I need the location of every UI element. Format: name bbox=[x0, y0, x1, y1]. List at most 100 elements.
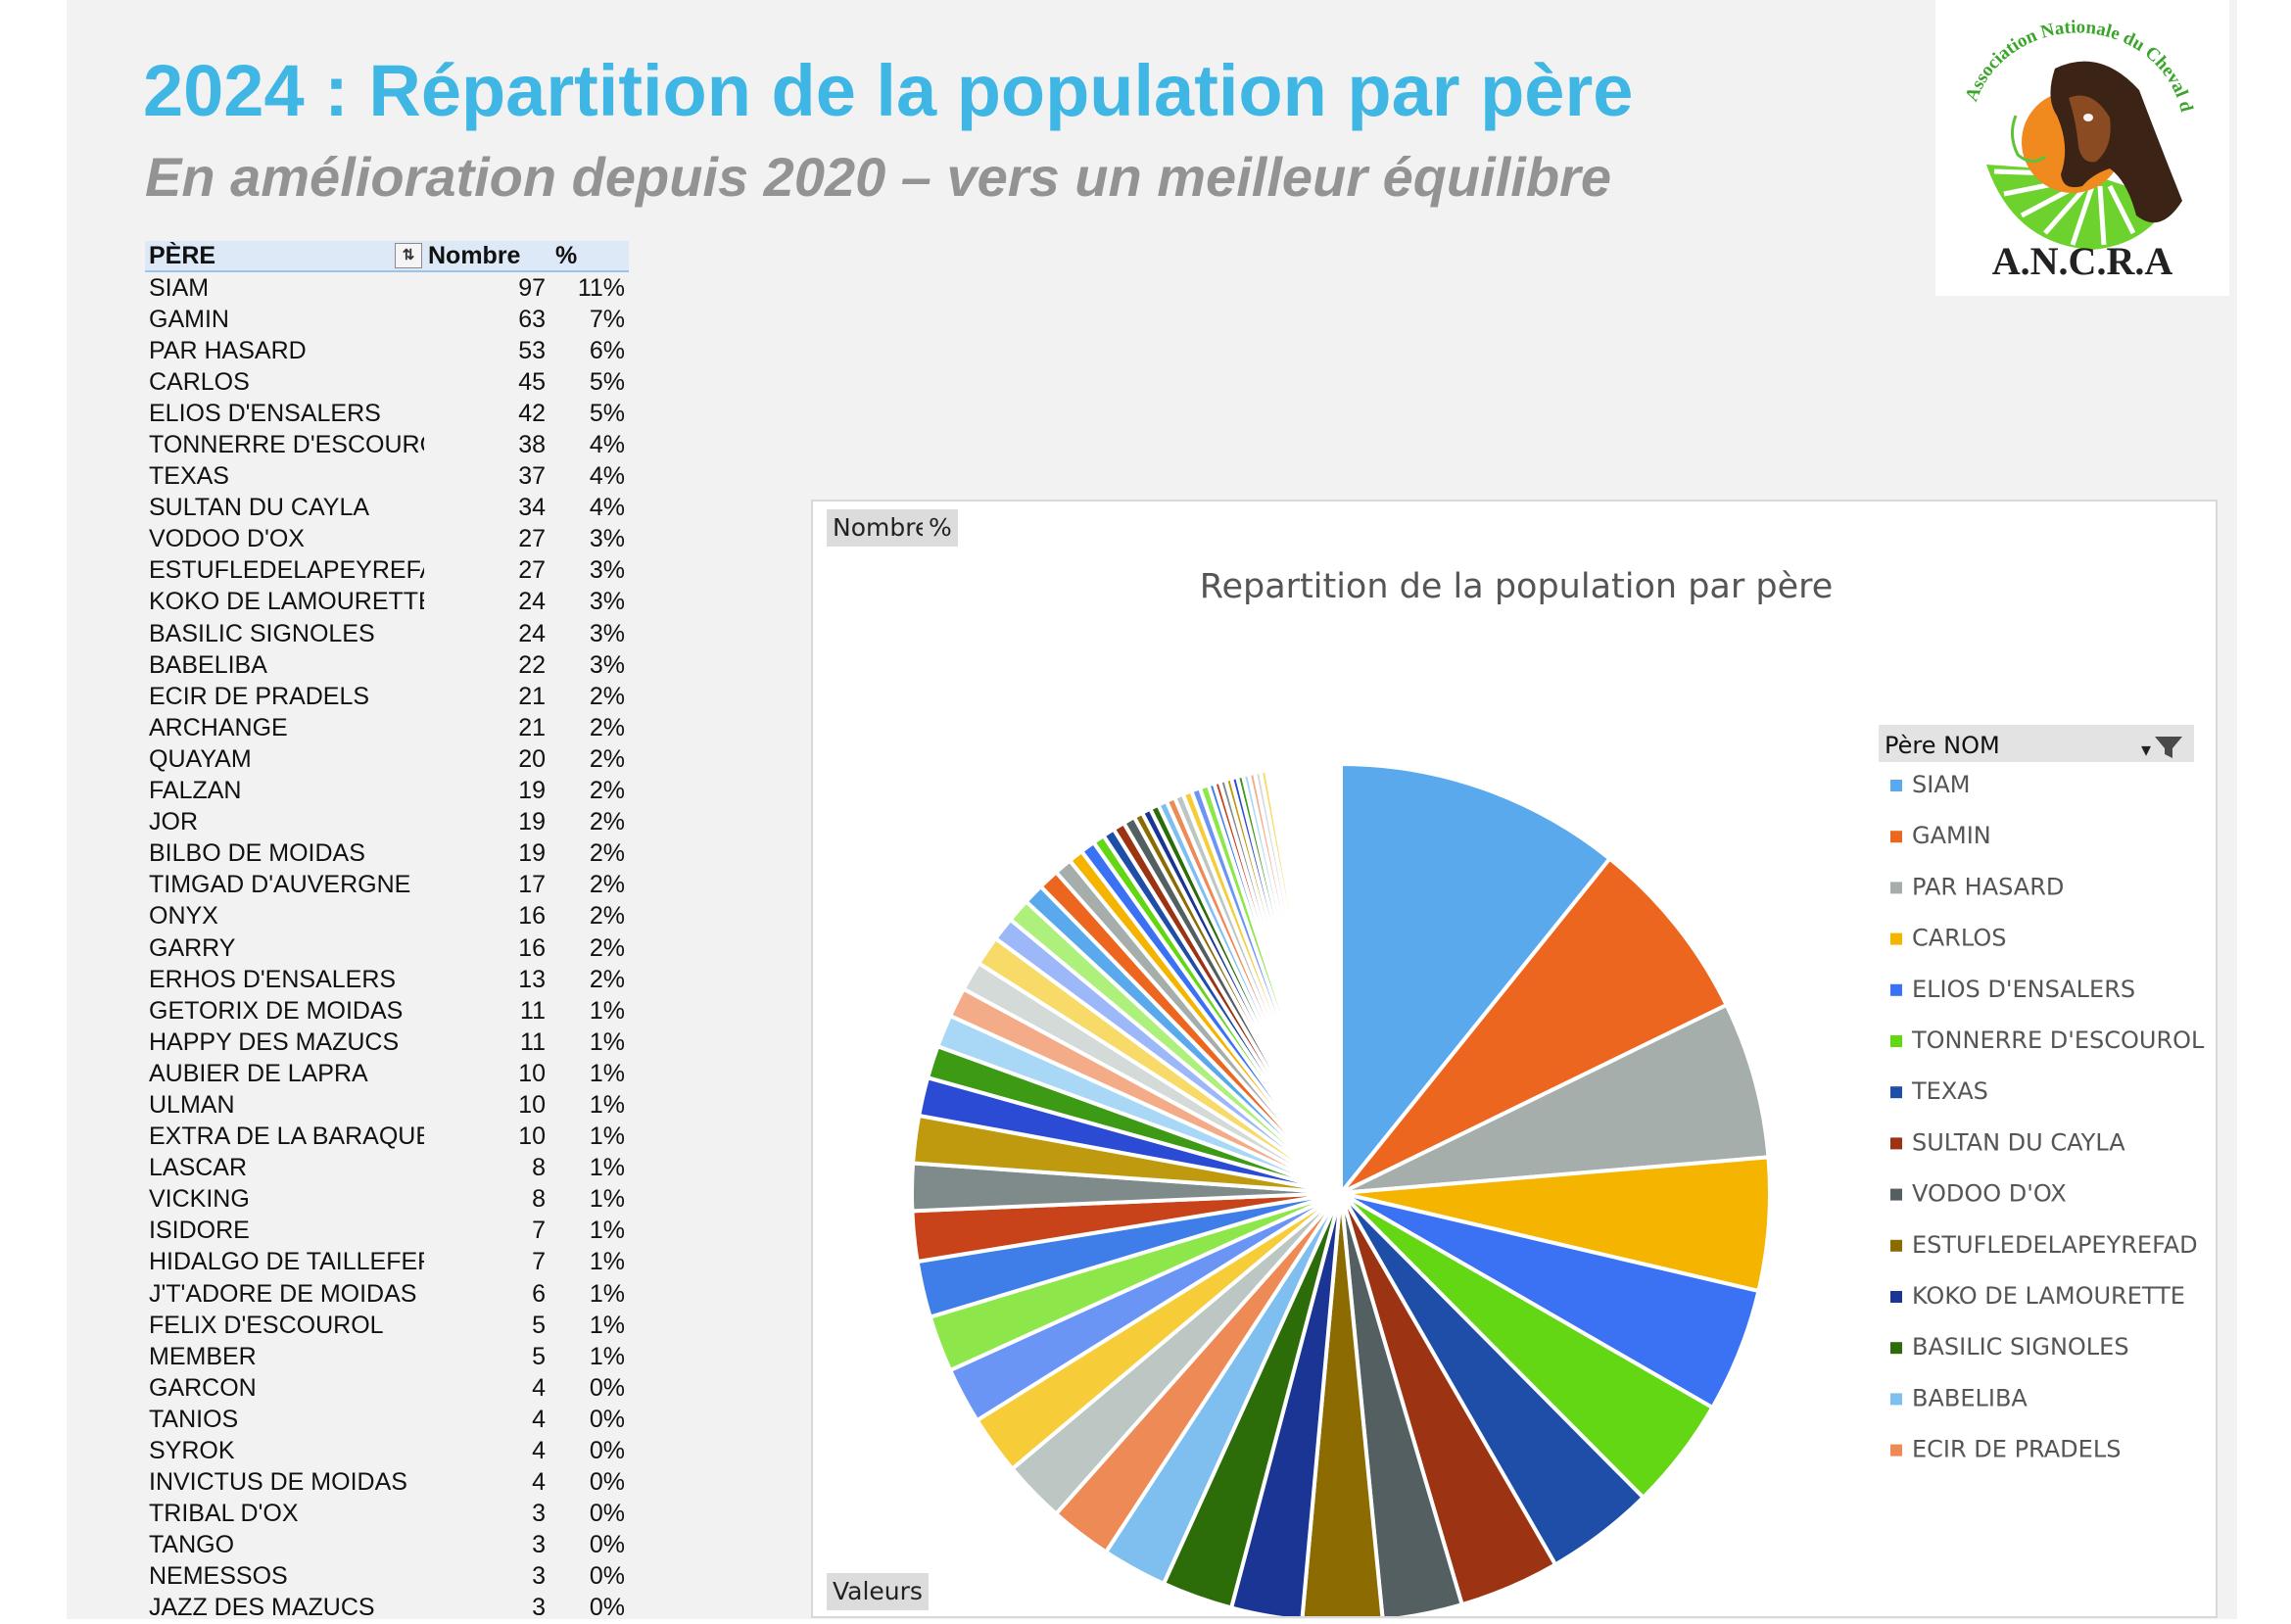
legend-entry[interactable]: CARLOS bbox=[1912, 925, 2007, 952]
pivot-row: SYROK 4 0% bbox=[145, 1435, 629, 1466]
pivot-cell-pct: 0% bbox=[589, 1373, 625, 1402]
sort-filter-icon[interactable]: ⇅ bbox=[395, 242, 422, 268]
pivot-cell-pere: GETORIX DE MOIDAS bbox=[149, 996, 404, 1025]
pivot-cell-pct: 1% bbox=[589, 1217, 625, 1245]
pivot-row: VODOO D'OX 27 3% bbox=[145, 524, 629, 555]
legend-entry[interactable]: KOKO DE LAMOURETTE bbox=[1912, 1282, 2185, 1310]
pivot-cell-nombre: 24 bbox=[518, 619, 546, 647]
field-button-nombre[interactable]: Nombre bbox=[827, 509, 936, 547]
pivot-cell-nombre: 3 bbox=[532, 1500, 546, 1528]
pivot-cell-pere: INVICTUS DE MOIDAS bbox=[149, 1468, 407, 1497]
legend-entry[interactable]: SULTAN DU CAYLA bbox=[1912, 1128, 2125, 1156]
pivot-row: GARCON 4 0% bbox=[145, 1372, 629, 1404]
legend-swatch bbox=[1890, 780, 1902, 791]
pivot-cell-nombre: 13 bbox=[518, 965, 546, 993]
pivot-row: ONYX 16 2% bbox=[145, 901, 629, 932]
pivot-cell-pere: ONYX bbox=[149, 902, 218, 931]
pivot-cell-nombre: 38 bbox=[518, 431, 546, 459]
pivot-row: CARLOS 45 5% bbox=[145, 366, 629, 398]
field-button-valeurs[interactable]: Valeurs bbox=[827, 1573, 929, 1610]
pie-slice[interactable] bbox=[1339, 855, 1730, 1195]
legend-entry[interactable]: PAR HASARD bbox=[1912, 873, 2064, 900]
legend-entry[interactable]: ESTUFLEDELAPEYREFAD bbox=[1912, 1231, 2198, 1259]
legend-entry[interactable]: ECIR DE PRADELS bbox=[1912, 1436, 2121, 1463]
pivot-row: QUAYAM 20 2% bbox=[145, 743, 629, 775]
pivot-cell-nombre: 53 bbox=[518, 336, 546, 364]
pie-slice[interactable] bbox=[1300, 1192, 1385, 1616]
pivot-cell-pct: 1% bbox=[589, 1342, 625, 1370]
pivot-col-nombre: Nombre bbox=[428, 241, 521, 269]
pivot-cell-pct: 5% bbox=[589, 367, 625, 396]
pivot-row: KOKO DE LAMOURETTE 24 3% bbox=[145, 587, 629, 618]
pivot-cell-pct: 4% bbox=[589, 494, 625, 522]
pivot-cell-pct: 2% bbox=[589, 839, 625, 868]
pie-slice[interactable] bbox=[1335, 761, 1343, 1194]
pivot-row: TRIBAL D'OX 3 0% bbox=[145, 1499, 629, 1530]
pivot-cell-nombre: 8 bbox=[532, 1185, 546, 1214]
pivot-row: GETORIX DE MOIDAS 11 1% bbox=[145, 995, 629, 1027]
pie-slice[interactable] bbox=[1340, 1002, 1771, 1195]
pivot-cell-pere: TANIOS bbox=[149, 1405, 239, 1433]
legend-entry[interactable]: SIAM bbox=[1912, 771, 1970, 798]
pivot-cell-nombre: 45 bbox=[518, 367, 546, 396]
pivot-cell-pct: 2% bbox=[589, 713, 625, 741]
pivot-cell-nombre: 22 bbox=[518, 650, 546, 679]
pivot-row: MEMBER 5 1% bbox=[145, 1341, 629, 1372]
pivot-cell-pere: ULMAN bbox=[149, 1090, 235, 1119]
chart-title: Repartition de la population par père bbox=[1200, 567, 1834, 606]
pivot-cell-pere: PAR HASARD bbox=[149, 336, 307, 364]
pivot-cell-pct: 0% bbox=[589, 1594, 625, 1622]
pivot-cell-pere: ECIR DE PRADELS bbox=[149, 682, 370, 710]
pivot-cell-pct: 0% bbox=[589, 1562, 625, 1591]
pie-slice[interactable] bbox=[1339, 1192, 1465, 1616]
legend-swatch bbox=[1890, 1291, 1902, 1303]
pivot-cell-pct: 7% bbox=[589, 305, 625, 333]
legend-entry[interactable]: GAMIN bbox=[1912, 822, 1991, 849]
pivot-cell-pere: ESTUFLEDELAPEYREFAD bbox=[149, 556, 424, 585]
pivot-cell-pere: ERHOS D'ENSALERS bbox=[149, 965, 397, 993]
legend-filter-icon[interactable]: ▾ bbox=[2141, 737, 2182, 761]
legend-entry[interactable]: TEXAS bbox=[1911, 1077, 1988, 1105]
legend-entry[interactable]: BASILIC SIGNOLES bbox=[1912, 1333, 2129, 1361]
pivot-row: ESTUFLEDELAPEYREFAD 27 3% bbox=[145, 555, 629, 587]
pivot-cell-pct: 2% bbox=[589, 744, 625, 773]
field-button-pct[interactable]: % bbox=[923, 509, 958, 547]
pivot-cell-pere: LASCAR bbox=[149, 1154, 248, 1182]
legend-entry[interactable]: ELIOS D'ENSALERS bbox=[1912, 976, 2135, 1003]
legend-entry[interactable]: VODOO D'OX bbox=[1912, 1180, 2067, 1208]
pivot-row: FALZAN 19 2% bbox=[145, 776, 629, 807]
pivot-cell-pere: ELIOS D'ENSALERS bbox=[149, 399, 381, 427]
pivot-cell-pere: TANGO bbox=[149, 1531, 235, 1559]
pivot-cell-pct: 1% bbox=[589, 1122, 625, 1151]
pivot-cell-nombre: 10 bbox=[518, 1059, 546, 1087]
pie-slice[interactable] bbox=[1339, 761, 1613, 1199]
pivot-row: EXTRA DE LA BARAQUE 10 1% bbox=[145, 1122, 629, 1153]
pivot-cell-pere: GAMIN bbox=[149, 305, 229, 333]
pivot-cell-pere: MEMBER bbox=[149, 1342, 257, 1370]
pivot-cell-nombre: 7 bbox=[532, 1248, 546, 1276]
pivot-row: JOR 19 2% bbox=[145, 807, 629, 838]
legend-entry[interactable]: TONNERRE D'ESCOUROL bbox=[1911, 1027, 2205, 1054]
pivot-cell-pere: J'T'ADORE DE MOIDAS bbox=[149, 1279, 417, 1308]
legend-entry[interactable]: BABELIBA bbox=[1912, 1384, 2028, 1411]
svg-text:▾: ▾ bbox=[2141, 738, 2151, 761]
legend-swatch bbox=[1890, 983, 1902, 996]
pie-chart: Repartition de la population par père Pè… bbox=[910, 567, 2205, 1616]
page-subtitle: En amélioration depuis 2020 – vers un me… bbox=[145, 146, 1611, 208]
pivot-cell-nombre: 24 bbox=[518, 588, 546, 616]
pivot-row: HAPPY DES MAZUCS 11 1% bbox=[145, 1027, 629, 1058]
pivot-row: FELIX D'ESCOUROL 5 1% bbox=[145, 1310, 629, 1341]
pivot-cell-nombre: 19 bbox=[518, 839, 546, 868]
pie-slices bbox=[910, 761, 1772, 1616]
pivot-cell-nombre: 7 bbox=[532, 1217, 546, 1245]
pivot-cell-pere: VODOO D'OX bbox=[149, 525, 305, 553]
legend-swatch bbox=[1890, 1035, 1902, 1047]
legend-swatch bbox=[1890, 1444, 1902, 1457]
pivot-row: HIDALGO DE TAILLEFER 7 1% bbox=[145, 1247, 629, 1278]
pivot-cell-pct: 3% bbox=[589, 588, 625, 616]
pivot-cell-pct: 3% bbox=[589, 650, 625, 679]
page-title: 2024 : Répartition de la population par … bbox=[143, 50, 1634, 131]
pivot-cell-pct: 1% bbox=[589, 1279, 625, 1308]
pivot-cell-pere: KOKO DE LAMOURETTE bbox=[149, 588, 424, 616]
pivot-row: TONNERRE D'ESCOUROL 38 4% bbox=[145, 429, 629, 460]
